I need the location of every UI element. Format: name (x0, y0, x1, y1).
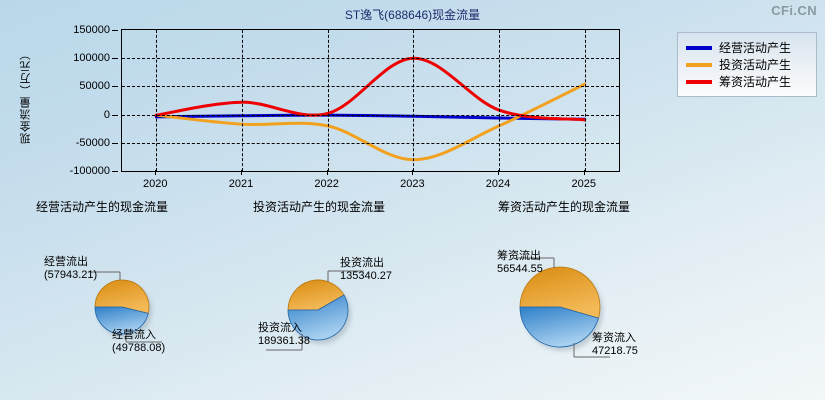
pie-label-outflow-1: 投资流出 135340.27 (340, 257, 392, 283)
y-tick-label: -100000 (70, 165, 118, 177)
legend-label: 经营活动产生 (719, 41, 792, 55)
gridline-vertical (499, 30, 501, 171)
pie-label-name: 经营流入 (112, 329, 156, 341)
y-tick-mark (112, 171, 118, 172)
gridline-horizontal (122, 142, 619, 144)
gridline-vertical (327, 30, 329, 171)
pie-label-value: 47218.75 (592, 345, 638, 357)
x-tick-mark (326, 170, 328, 175)
x-tick-mark (412, 170, 414, 175)
x-axis-tick-labels: 2020 2021 2022 2023 2024 2025 (121, 170, 620, 194)
pie-label-name: 筹资流入 (592, 332, 636, 344)
series-line-投资活动产生 (154, 82, 587, 162)
y-tick-label: 150000 (73, 24, 118, 36)
chart-legend: 经营活动产生 投资活动产生 筹资活动产生 (677, 32, 817, 97)
section-title-2: 筹资活动产生的现金流量 (498, 200, 631, 214)
legend-item-1[interactable]: 投资活动产生 (686, 56, 808, 73)
x-tick-label: 2025 (571, 178, 596, 190)
gridline-vertical (156, 30, 158, 171)
gridline-vertical (584, 30, 586, 171)
gridline-horizontal (122, 171, 619, 172)
y-tick-mark (112, 86, 118, 88)
pie-shadow-2 (523, 271, 603, 351)
legend-label: 投资活动产生 (719, 58, 792, 72)
legend-color-swatch (686, 79, 712, 84)
pie-label-name: 投资流入 (258, 322, 302, 334)
y-tick-label: 100000 (73, 52, 118, 64)
pie-label-name: 筹资流出 (497, 250, 541, 262)
pie-label-value: 189361.38 (258, 335, 310, 347)
x-tick-mark (240, 170, 242, 175)
pie-label-value: 56544.55 (497, 263, 543, 275)
section-title-0: 经营活动产生的现金流量 (36, 200, 169, 214)
pie-label-outflow-0: 经营流出 (57943.21) (44, 256, 97, 282)
y-tick-mark (112, 30, 118, 31)
y-axis-tick-labels: 150000 100000 50000 0 -50000 -100000 (30, 22, 118, 180)
y-tick-mark (112, 114, 118, 116)
pie-label-name: 经营流出 (44, 256, 88, 268)
gridline-vertical (413, 30, 415, 171)
x-tick-mark (155, 170, 157, 175)
plot-area (121, 29, 620, 172)
pie-label-value: 135340.27 (340, 270, 392, 282)
y-tick-label: -50000 (76, 137, 118, 149)
x-tick-label: 2022 (314, 178, 339, 190)
legend-color-swatch (686, 62, 712, 67)
gridline-horizontal (122, 86, 619, 88)
pie-label-inflow-2: 筹资流入 47218.75 (592, 332, 638, 358)
pie-label-name: 投资流出 (340, 257, 384, 269)
gridline-vertical (241, 30, 243, 171)
pie-label-inflow-0: 经营流入 (49788.08) (112, 329, 165, 355)
y-tick-mark (112, 142, 118, 144)
y-tick-label: 0 (104, 109, 118, 121)
x-tick-label: 2023 (400, 178, 425, 190)
pie-label-outflow-2: 筹资流出 56544.55 (497, 250, 543, 276)
line-series-svg (154, 56, 587, 162)
pie-label-inflow-1: 投资流入 189361.38 (258, 322, 310, 348)
watermark-label: CFi.CN (771, 3, 817, 18)
pie-label-value: (49788.08) (112, 342, 166, 354)
gridline-horizontal (122, 58, 619, 60)
legend-label: 筹资活动产生 (719, 75, 792, 89)
legend-item-2[interactable]: 筹资活动产生 (686, 73, 808, 90)
x-tick-mark (583, 170, 585, 175)
y-tick-label: 50000 (79, 80, 118, 92)
series-line-筹资活动产生 (154, 56, 587, 122)
legend-item-0[interactable]: 经营活动产生 (686, 39, 808, 56)
x-tick-label: 2021 (228, 178, 254, 190)
page-title: ST逸飞(688646)现金流量 (344, 8, 481, 22)
x-tick-label: 2024 (485, 178, 511, 190)
section-title-1: 投资活动产生的现金流量 (253, 200, 386, 214)
pie-label-value: (57943.21) (44, 269, 98, 281)
gridline-horizontal (122, 114, 619, 116)
legend-color-swatch (686, 45, 712, 50)
y-tick-mark (112, 58, 118, 60)
x-tick-mark (498, 170, 500, 175)
x-tick-label: 2020 (143, 178, 168, 190)
